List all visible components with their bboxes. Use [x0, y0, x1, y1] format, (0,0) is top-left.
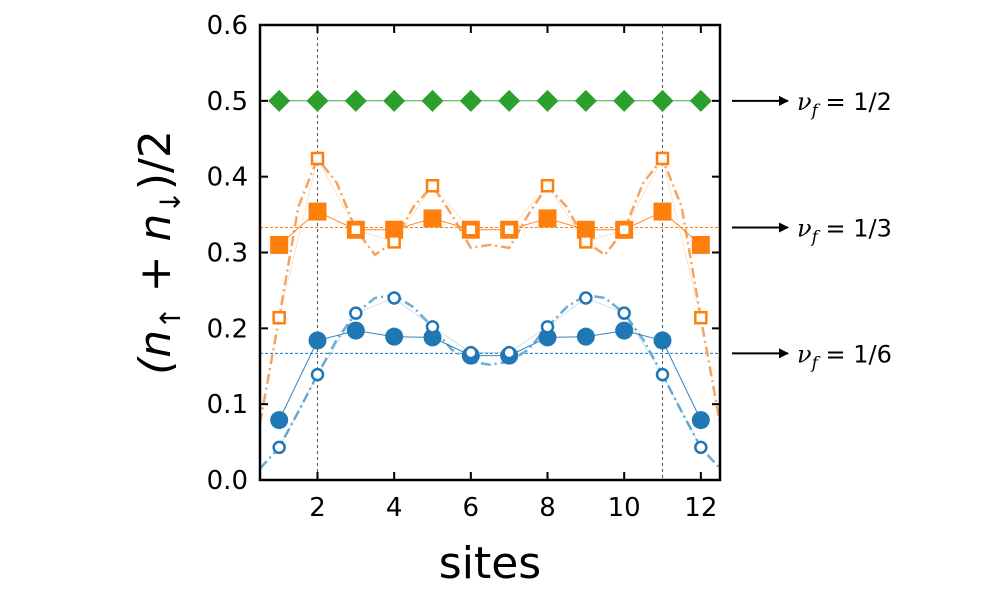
series-lines [278, 100, 702, 448]
y-axis-label-sub-1: ↑ [154, 306, 187, 329]
data-point-filled-diamond [306, 89, 329, 112]
y-tick-label: 0.1 [207, 390, 248, 420]
x-tick-labels: 2 4 6 8 10 12 [309, 493, 717, 523]
x-tick-label: 12 [684, 493, 717, 523]
markers [268, 89, 712, 455]
x-tick-label: 6 [463, 493, 480, 523]
data-point-filled-square [385, 220, 404, 239]
data-point-open-circle [310, 367, 325, 382]
data-point-filled-diamond [268, 89, 291, 112]
plot-frame [258, 23, 722, 482]
data-point-open-square [540, 179, 555, 193]
data-point-open-square [579, 235, 593, 249]
series-line-filled-circle [278, 330, 702, 421]
data-point-filled-circle [576, 327, 595, 346]
y-tick-label: 0.6 [207, 11, 248, 41]
series-line-filled-square [278, 211, 702, 246]
data-point-filled-square [576, 220, 595, 239]
data-point-open-circle [272, 440, 286, 455]
y-tick-label: 0.3 [207, 239, 248, 269]
data-point-open-square [272, 310, 286, 325]
ticks [260, 24, 720, 481]
data-point-open-circle [349, 306, 363, 320]
y-tick-label: 0.5 [207, 87, 248, 117]
data-point-filled-circle [308, 331, 327, 350]
y-axis-label-part-3: )/2 [130, 130, 181, 190]
data-point-filled-circle [423, 328, 442, 347]
data-point-filled-diamond [344, 89, 367, 112]
data-point-filled-circle [691, 411, 710, 430]
data-point-filled-circle [538, 328, 557, 347]
data-point-filled-diamond [459, 89, 482, 112]
data-point-open-square [655, 151, 670, 166]
annotations: νf = 1/2 νf = 1/3 νf = 1/6 [732, 88, 892, 373]
data-point-open-circle [387, 291, 401, 305]
annotation-label-nu_1_3: νf = 1/3 [797, 214, 892, 247]
y-axis-label-sub-2: ↓ [154, 190, 187, 213]
y-tick-label: 0.4 [207, 163, 248, 193]
data-point-open-circle [579, 291, 593, 305]
data-point-filled-circle [270, 411, 289, 430]
fit-curves [258, 156, 722, 470]
data-point-filled-diamond [651, 89, 674, 112]
data-point-open-circle [540, 320, 555, 334]
data-point-open-square [310, 151, 325, 166]
data-point-filled-square [308, 202, 327, 221]
data-point-filled-circle [615, 321, 634, 340]
x-tick-label: 2 [309, 493, 326, 523]
x-tick-label: 4 [386, 493, 403, 523]
data-point-filled-square [423, 209, 442, 228]
data-point-filled-circle [653, 331, 672, 350]
data-point-filled-diamond [613, 89, 636, 112]
x-tick-label: 10 [608, 493, 641, 523]
reference-lines [260, 226, 720, 354]
data-point-filled-circle [346, 321, 365, 340]
y-tick-label: 0.2 [207, 314, 248, 344]
data-point-open-square [502, 223, 516, 237]
fit-curve-nu_1_3 [258, 156, 722, 424]
vertical-guides [317, 25, 663, 480]
data-point-open-circle [694, 440, 708, 455]
data-point-filled-diamond [536, 89, 559, 112]
data-point-filled-square [691, 235, 710, 254]
data-point-filled-diamond [498, 89, 521, 112]
data-point-filled-diamond [421, 89, 444, 112]
data-point-filled-square [538, 209, 557, 228]
series-line-open-square [278, 157, 702, 318]
fit-curve-nu_1_6 [259, 293, 721, 470]
data-point-filled-diamond [689, 89, 712, 112]
y-axis-label: (n↑ + n↓)/2 [130, 130, 187, 375]
data-point-filled-square [270, 235, 289, 254]
series-line-open-circle [278, 297, 702, 448]
y-axis-label-part-2: + n [130, 214, 181, 307]
data-point-open-square [694, 310, 708, 325]
data-point-open-circle [502, 345, 516, 360]
y-tick-label: 0.0 [207, 466, 248, 496]
data-point-open-square [617, 223, 631, 237]
data-point-open-square [387, 235, 401, 249]
annotation-label-nu_1_2: νf = 1/2 [797, 88, 892, 121]
data-point-filled-diamond [574, 89, 597, 112]
data-point-open-circle [617, 306, 631, 320]
y-tick-labels: 0.0 0.1 0.2 0.3 0.4 0.5 0.6 [207, 11, 248, 496]
x-tick-label: 8 [539, 493, 556, 523]
data-point-open-circle [655, 367, 670, 382]
annotation-label-nu_1_6: νf = 1/6 [797, 340, 892, 373]
data-point-filled-circle [385, 327, 404, 346]
data-point-open-circle [464, 345, 478, 360]
data-point-open-square [464, 223, 478, 237]
data-point-filled-diamond [383, 89, 406, 112]
x-axis-label: sites [439, 538, 541, 589]
data-point-filled-square [653, 202, 672, 221]
y-axis-label-part-1: (n [130, 330, 181, 375]
data-point-open-square [349, 223, 363, 237]
data-point-open-circle [425, 320, 440, 334]
data-point-open-square [425, 179, 440, 193]
